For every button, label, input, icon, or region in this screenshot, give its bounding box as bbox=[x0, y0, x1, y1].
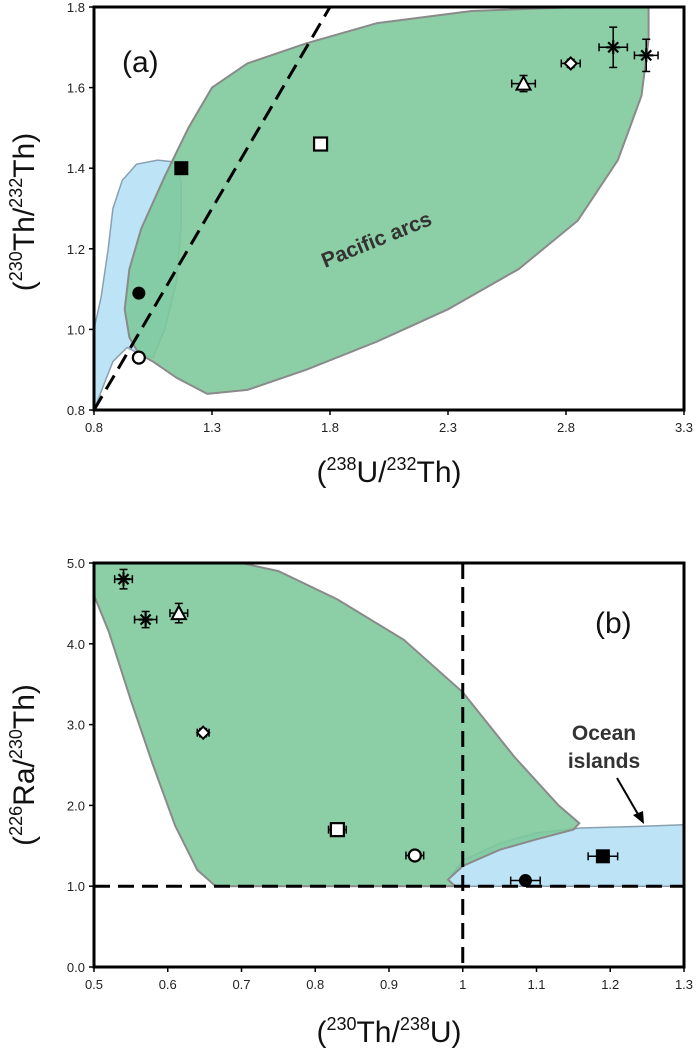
y-tick-label: 2.0 bbox=[67, 798, 85, 813]
data-point-triangle bbox=[510, 74, 537, 93]
pacific-arcs-region-a bbox=[123, 7, 650, 395]
marker bbox=[170, 603, 188, 621]
x-tick-label: 0.7 bbox=[232, 977, 250, 992]
data-point-star bbox=[113, 568, 134, 590]
y-tick-label: 0.8 bbox=[67, 403, 85, 418]
x-tick-label: 0.5 bbox=[85, 977, 103, 992]
marker bbox=[117, 573, 130, 585]
x-tick-label: 2.3 bbox=[439, 420, 457, 435]
data-points-a bbox=[131, 26, 659, 365]
panel-label-b: (b) bbox=[595, 607, 632, 640]
x-tick-label: 1.3 bbox=[675, 977, 693, 992]
panel-label-a: (a) bbox=[122, 46, 159, 79]
data-point-filled-circle bbox=[132, 286, 146, 300]
x-tick-label: 1.2 bbox=[601, 977, 619, 992]
y-ticks-a: 0.8 1.0 1.2 1.4 1.6 1.8 bbox=[67, 0, 94, 418]
x-axis-label-b: (230Th/238U) bbox=[316, 1014, 461, 1049]
marker bbox=[132, 286, 146, 300]
marker bbox=[514, 74, 533, 91]
data-point-open-square bbox=[312, 136, 329, 152]
x-axis-label-a: (238U/232Th) bbox=[316, 454, 461, 489]
y-tick-label: 1.0 bbox=[67, 322, 85, 337]
ocean-islands-arrow bbox=[616, 777, 644, 824]
panel-b: 0.5 0.6 0.7 0.8 0.9 1 1.1 1.2 1.3 0.0 1.0 2.0 3.0 4.… bbox=[6, 556, 693, 1049]
data-point-open-square bbox=[327, 822, 347, 838]
y-tick-label: 3.0 bbox=[67, 718, 85, 733]
marker bbox=[407, 848, 422, 863]
x-tick-label: 1.8 bbox=[321, 420, 339, 435]
y-tick-label: 1.6 bbox=[67, 81, 85, 96]
data-points-b bbox=[113, 568, 619, 888]
y-tick-label: 1.2 bbox=[67, 242, 85, 257]
equiline bbox=[94, 7, 332, 410]
marker bbox=[312, 136, 329, 152]
x-tick-label: 1.1 bbox=[527, 977, 545, 992]
x-tick-label: 0.8 bbox=[85, 420, 103, 435]
marker bbox=[174, 161, 189, 176]
marker bbox=[131, 350, 146, 365]
data-point-filled-square bbox=[587, 849, 619, 864]
data-point-star bbox=[633, 38, 659, 73]
marker bbox=[195, 725, 211, 741]
marker bbox=[607, 41, 620, 54]
x-ticks-b: 0.5 0.6 0.7 0.8 0.9 1 1.1 1.2 1.3 bbox=[85, 967, 693, 992]
marker bbox=[329, 822, 345, 838]
ocean-islands-label-line2: islands bbox=[568, 750, 640, 773]
marker bbox=[563, 56, 579, 71]
data-point-filled-square bbox=[174, 161, 189, 176]
data-point-star bbox=[598, 26, 629, 69]
plot-frame-a bbox=[92, 5, 686, 412]
y-axis-label-b: (226Ra/230Th) bbox=[6, 684, 41, 846]
data-point-filled-circle bbox=[509, 874, 541, 888]
y-axis-label-a: (230Th/232Th) bbox=[6, 133, 41, 291]
y-tick-label: 1.4 bbox=[67, 161, 85, 176]
x-tick-label: 1 bbox=[459, 977, 466, 992]
data-point-crossed-diamond bbox=[195, 725, 211, 741]
y-tick-label: 5.0 bbox=[67, 556, 85, 571]
x-tick-label: 2.8 bbox=[557, 420, 575, 435]
data-point-crossed-diamond bbox=[560, 56, 581, 71]
x-tick-label: 0.9 bbox=[380, 977, 398, 992]
x-tick-label: 0.6 bbox=[159, 977, 177, 992]
marker bbox=[139, 613, 152, 626]
y-tick-label: 0.0 bbox=[67, 960, 85, 975]
x-tick-label: 0.8 bbox=[306, 977, 324, 992]
data-point-open-circle bbox=[131, 350, 146, 365]
y-tick-label: 1.8 bbox=[67, 0, 85, 15]
data-point-open-circle bbox=[405, 848, 425, 863]
x-tick-label: 3.3 bbox=[675, 420, 693, 435]
marker bbox=[640, 49, 653, 62]
y-tick-label: 1.0 bbox=[67, 879, 85, 894]
y-tick-label: 4.0 bbox=[67, 637, 85, 652]
data-point-star bbox=[133, 610, 158, 629]
pacific-arcs-region-b bbox=[94, 563, 581, 888]
marker bbox=[595, 849, 610, 864]
x-ticks-a: 0.8 1.3 1.8 2.3 2.8 3.3 bbox=[85, 410, 693, 435]
data-point-triangle bbox=[169, 602, 189, 624]
panel-a: 0.8 1.3 1.8 2.3 2.8 3.3 0.8 1.0 1.2 1.4 1.6 1.8 (a… bbox=[6, 0, 693, 489]
ocean-islands-label-line1: Ocean bbox=[572, 722, 636, 745]
marker bbox=[518, 874, 532, 888]
y-ticks-b: 0.0 1.0 2.0 3.0 4.0 5.0 bbox=[67, 556, 94, 975]
x-tick-label: 1.3 bbox=[203, 420, 221, 435]
